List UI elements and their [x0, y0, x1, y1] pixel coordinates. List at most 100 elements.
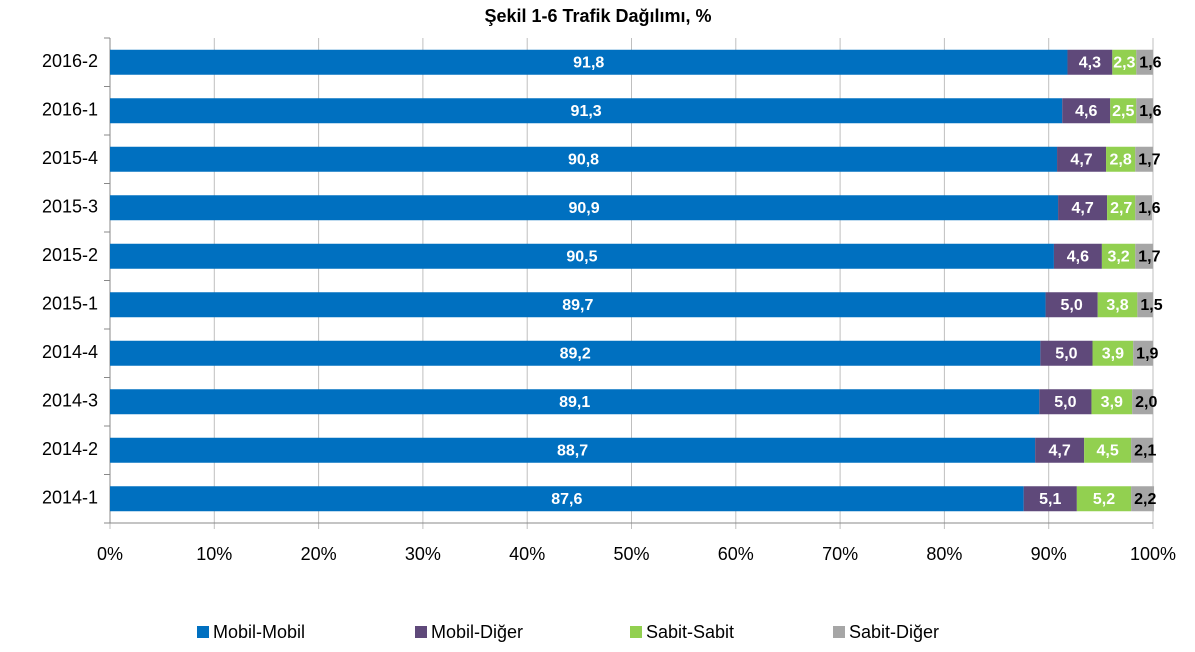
data-label: 91,3: [571, 103, 602, 120]
x-tick-label: 80%: [926, 544, 962, 564]
legend-label: Mobil-Mobil: [213, 622, 305, 642]
data-label: 1,5: [1140, 297, 1162, 314]
bar-segment: [1112, 49, 1137, 75]
bar-segment: [1045, 292, 1098, 318]
data-label: 5,0: [1055, 345, 1077, 362]
y-tick-label: 2014-2: [42, 439, 98, 459]
x-tick-label: 20%: [301, 544, 337, 564]
bar-segment: [110, 292, 1046, 318]
data-label: 89,2: [560, 345, 591, 362]
data-label: 2,7: [1110, 200, 1132, 217]
bar-segment: [1053, 243, 1102, 269]
data-label: 3,9: [1102, 345, 1124, 362]
x-tick-label: 10%: [196, 544, 232, 564]
bar-segment: [110, 389, 1040, 415]
bar-segment: [110, 243, 1054, 269]
data-label: 4,6: [1075, 103, 1097, 120]
bar-segment: [1106, 146, 1136, 172]
data-label: 1,7: [1138, 248, 1160, 265]
bar-segment: [1097, 292, 1138, 318]
bar-segment: [1058, 195, 1108, 221]
data-label: 2,2: [1134, 491, 1156, 508]
data-label: 88,7: [557, 442, 588, 459]
chart-title: Şekil 1-6 Trafik Dağılımı, %: [484, 6, 711, 26]
x-tick-label: 90%: [1031, 544, 1067, 564]
x-tick-label: 30%: [405, 544, 441, 564]
data-label: 5,0: [1054, 394, 1076, 411]
bar-segment: [110, 146, 1058, 172]
bar-segment: [1035, 437, 1085, 463]
bar-segment: [1040, 340, 1093, 366]
bar-segment: [1092, 340, 1134, 366]
data-label: 2,5: [1112, 103, 1134, 120]
data-label: 5,0: [1061, 297, 1083, 314]
data-label: 1,9: [1136, 345, 1158, 362]
y-tick-label: 2015-3: [42, 197, 98, 217]
x-tick-label: 60%: [718, 544, 754, 564]
legend-swatch: [833, 626, 845, 638]
data-label: 4,6: [1067, 248, 1089, 265]
data-label: 1,6: [1138, 200, 1160, 217]
data-label: 4,7: [1049, 442, 1071, 459]
y-tick-label: 2014-4: [42, 342, 98, 362]
y-tick-label: 2016-2: [42, 51, 98, 71]
bar-segment: [1023, 486, 1077, 512]
bar-segment: [1131, 437, 1153, 463]
data-label: 5,1: [1039, 491, 1061, 508]
data-label: 5,2: [1093, 491, 1115, 508]
legend-swatch: [630, 626, 642, 638]
x-tick-label: 40%: [509, 544, 545, 564]
data-label: 2,1: [1134, 442, 1156, 459]
x-tick-label: 100%: [1130, 544, 1176, 564]
data-label: 2,3: [1113, 54, 1135, 71]
data-label: 90,9: [568, 200, 599, 217]
y-tick-label: 2016-1: [42, 100, 98, 120]
data-label: 89,1: [559, 394, 590, 411]
data-label: 1,6: [1139, 54, 1161, 71]
bar-segment: [110, 98, 1063, 124]
bar-segment: [1062, 98, 1111, 124]
data-label: 1,7: [1138, 151, 1160, 168]
bar-segment: [1131, 486, 1155, 512]
bar-segment: [1084, 437, 1132, 463]
data-label: 3,9: [1101, 394, 1123, 411]
y-tick-label: 2014-1: [42, 488, 98, 508]
data-label: 2,0: [1135, 394, 1157, 411]
y-tick-label: 2015-4: [42, 148, 98, 168]
bar-segment: [1101, 243, 1136, 269]
data-label: 3,8: [1106, 297, 1128, 314]
data-label: 87,6: [551, 491, 582, 508]
legend-label: Mobil-Diğer: [431, 622, 523, 642]
bar-segment: [1076, 486, 1132, 512]
bar-segment: [1107, 195, 1136, 221]
legend-swatch: [415, 626, 427, 638]
data-label: 90,5: [566, 248, 597, 265]
bar-segment: [1136, 98, 1153, 124]
bar-segment: [1135, 243, 1153, 269]
data-label: 2,8: [1110, 151, 1132, 168]
data-label: 89,7: [562, 297, 593, 314]
bar-segment: [1133, 340, 1153, 366]
data-label: 4,3: [1079, 54, 1101, 71]
bar-segment: [1057, 146, 1107, 172]
bar-segment: [1136, 49, 1153, 75]
bar-segment: [110, 340, 1041, 366]
bar-segment: [1091, 389, 1133, 415]
bar-segment: [1132, 389, 1153, 415]
y-tick-label: 2015-1: [42, 294, 98, 314]
bar-segment: [1110, 98, 1137, 124]
bar-segment: [1135, 195, 1152, 221]
x-tick-label: 50%: [613, 544, 649, 564]
data-label: 90,8: [568, 151, 599, 168]
x-tick-label: 70%: [822, 544, 858, 564]
bar-segment: [110, 486, 1024, 512]
bar-segment: [110, 195, 1059, 221]
data-label: 4,5: [1097, 442, 1119, 459]
data-label: 4,7: [1070, 151, 1092, 168]
data-label: 4,7: [1071, 200, 1093, 217]
data-label: 91,8: [573, 54, 604, 71]
y-tick-label: 2015-2: [42, 245, 98, 265]
y-tick-label: 2014-3: [42, 391, 98, 411]
bar-segment: [110, 437, 1036, 463]
